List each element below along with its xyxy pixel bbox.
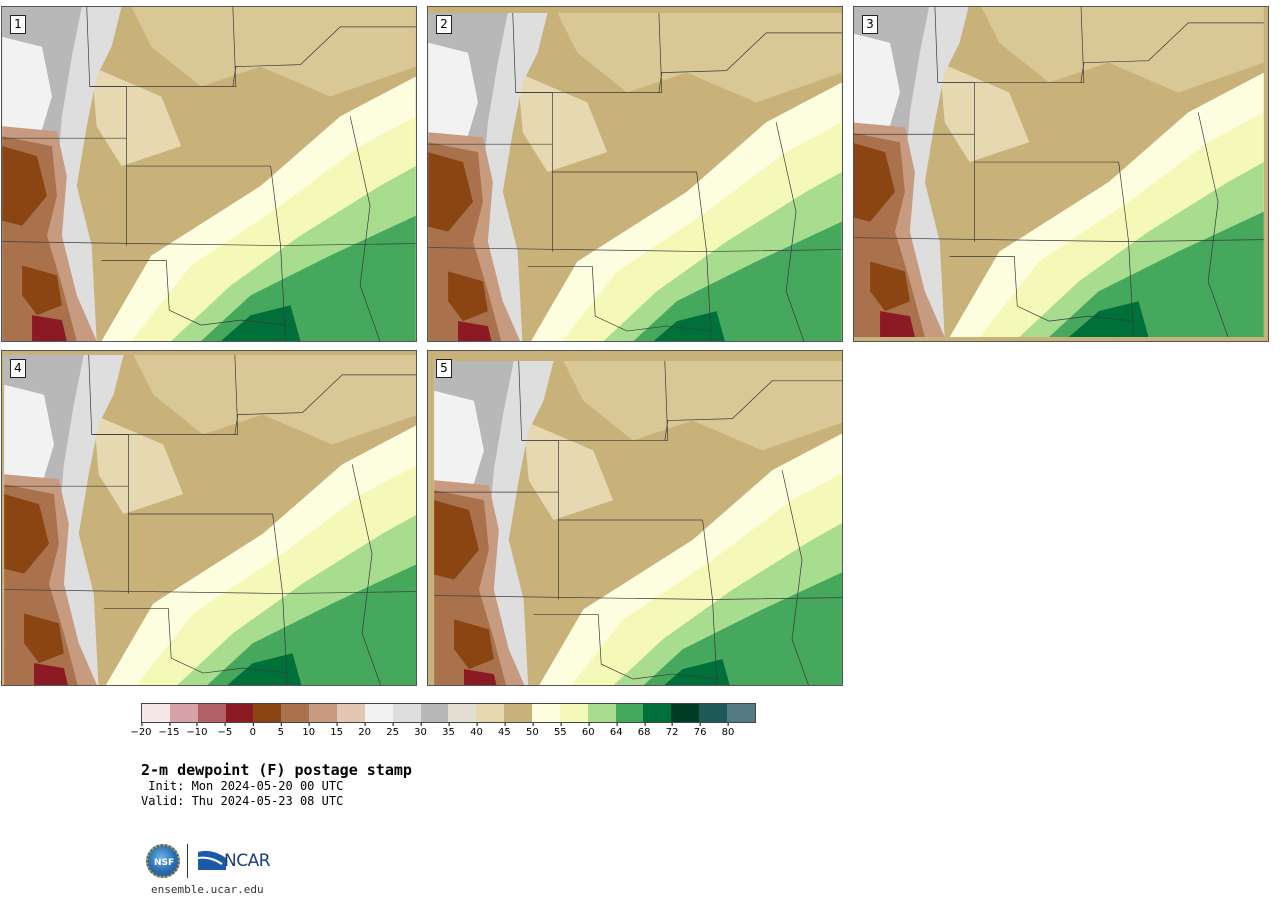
nsf-logo-text: NSF [154, 858, 175, 868]
colorbar-tick-label: 45 [498, 723, 511, 738]
dewpoint-map-5 [433, 360, 842, 685]
colorbar-tick-label: −20 [130, 723, 152, 738]
colorbar-swatch [169, 704, 198, 722]
colorbar-swatch [476, 704, 505, 722]
colorbar-swatch [392, 704, 421, 722]
dewpoint-map-1 [2, 7, 416, 341]
colorbar-tick-label: 25 [386, 723, 399, 738]
colorbar-tick-label: 76 [693, 723, 707, 738]
colorbar-swatch [420, 704, 449, 722]
colorbar-tick-label: 72 [665, 723, 679, 738]
colorbar-swatch [197, 704, 226, 722]
colorbar-tick-labels: −20 −15 −10 −5 0 5 10 15 20 25 30 35 40 45 50 55 60 64 68 7… [130, 723, 756, 741]
colorbar-swatch [532, 704, 560, 722]
site-url[interactable]: ensemble.ucar.edu [151, 883, 264, 896]
colorbar-tick-label: 10 [302, 723, 316, 738]
colorbar-tick-label: −15 [158, 723, 180, 738]
member-panel-4: 4 [1, 350, 417, 686]
colorbar-swatch [699, 704, 728, 722]
colorbar-swatch [504, 704, 533, 722]
valid-time: Valid: Thu 2024-05-23 08 UTC [141, 794, 344, 808]
colorbar-tick-label: 80 [721, 723, 735, 738]
colorbar-tick-label: −10 [186, 723, 208, 738]
colorbar-tick-label: 50 [525, 723, 539, 738]
colorbar-tick-label: 5 [277, 723, 284, 738]
colorbar-tick-label: 60 [581, 723, 595, 738]
colorbar-tick-label: 30 [414, 723, 427, 738]
logo-divider [187, 844, 188, 878]
colorbar-tick-label: 20 [358, 723, 371, 738]
colorbar-swatch [448, 704, 477, 722]
colorbar-tick-label: 0 [249, 723, 256, 738]
colorbar-tick-label: 35 [442, 723, 455, 738]
logo-bar: NSF NCAR [144, 842, 284, 882]
colorbar-swatch [727, 704, 755, 722]
chart-title: 2-m dewpoint (F) postage stamp [141, 761, 412, 779]
colorbar-swatch [559, 704, 588, 722]
member-label-1: 1 [10, 15, 26, 34]
dewpoint-map-4 [3, 354, 416, 685]
colorbar-swatch [309, 704, 338, 722]
member-panel-3: 3 [853, 6, 1269, 342]
colorbar-swatch [253, 704, 282, 722]
dewpoint-colorbar [141, 703, 756, 723]
init-time: Init: Mon 2024-05-20 00 UTC [141, 779, 344, 793]
colorbar-tick-label: 15 [330, 723, 344, 738]
colorbar-swatch [142, 704, 170, 722]
colorbar-swatch [671, 704, 700, 722]
colorbar-swatch [225, 704, 254, 722]
dewpoint-map-3 [854, 7, 1265, 338]
colorbar-swatch [587, 704, 616, 722]
member-panel-5: 5 [427, 350, 843, 686]
colorbar-swatch [337, 704, 365, 722]
colorbar-tick-label: 40 [470, 723, 483, 738]
member-label-4: 4 [10, 359, 26, 378]
member-panel-1: 1 [1, 6, 417, 342]
ncar-logo-text: NCAR [224, 851, 271, 871]
nsf-logo-icon: NSF [146, 844, 180, 878]
colorbar-swatch [281, 704, 310, 722]
member-panel-2: 2 [427, 6, 843, 342]
member-label-3: 3 [862, 15, 878, 34]
member-label-2: 2 [436, 15, 452, 34]
dewpoint-map-2 [428, 12, 842, 341]
colorbar-tick-label: 68 [637, 723, 651, 738]
colorbar-swatch [643, 704, 672, 722]
colorbar-swatch [364, 704, 393, 722]
colorbar-tick-label: −5 [217, 723, 233, 738]
colorbar-tick-label: 55 [553, 723, 567, 738]
colorbar-swatch [615, 704, 644, 722]
member-label-5: 5 [436, 359, 452, 378]
ncar-logo-icon [198, 850, 226, 870]
colorbar-tick-label: 64 [609, 723, 623, 738]
